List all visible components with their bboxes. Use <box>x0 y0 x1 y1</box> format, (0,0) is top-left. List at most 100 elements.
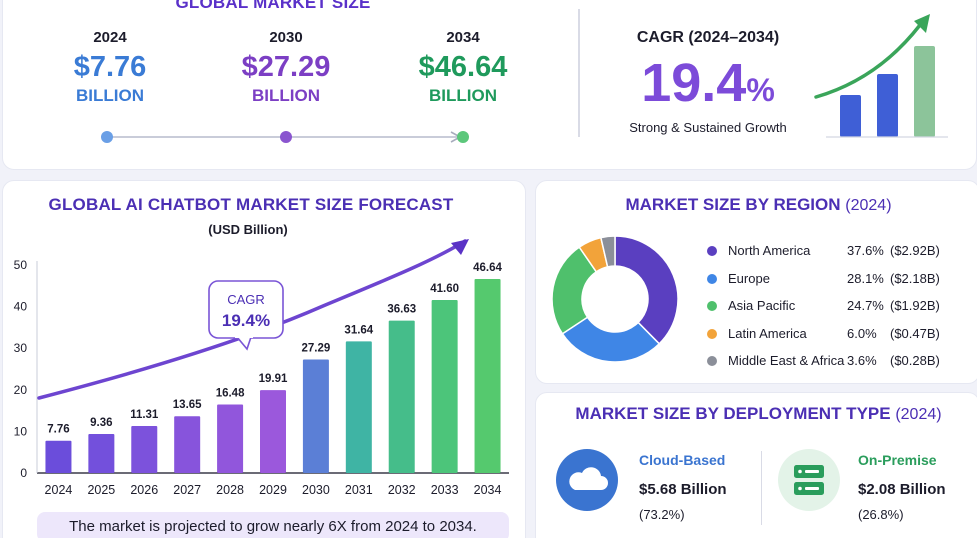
bar-value-label: 19.91 <box>259 373 288 385</box>
legend-dot <box>707 273 717 284</box>
timeline-dot-2030 <box>280 131 292 143</box>
legend-pct: 6.0% <box>847 325 877 341</box>
legend-name: Asia Pacific <box>728 298 796 313</box>
bar-value-label: 9.36 <box>90 417 112 429</box>
onprem-label: On-Premise <box>858 452 937 468</box>
market-point-2034: 2034 $46.64 BILLION <box>393 29 533 106</box>
region-donut-chart <box>551 235 679 363</box>
deployment-title: MARKET SIZE BY DEPLOYMENT TYPE (2024) <box>536 404 977 424</box>
legend-dot <box>707 356 717 366</box>
market-point-2030: 2030 $27.29 BILLION <box>216 29 356 106</box>
callout-value: 19.4% <box>222 311 270 330</box>
legend-amount: ($2.18B) <box>890 270 940 286</box>
legend-name: North America <box>728 243 811 258</box>
market-value: $7.76 <box>73 51 147 83</box>
y-tick-label: 40 <box>14 300 28 314</box>
deployment-divider <box>761 451 762 525</box>
market-value: $46.64 <box>418 51 508 83</box>
growth-arrow-head-icon <box>914 14 930 33</box>
onprem-pct: (26.8%) <box>858 507 904 522</box>
x-tick-label: 2032 <box>388 483 416 497</box>
bar-value-label: 16.48 <box>216 387 245 399</box>
legend-name: Latin America <box>728 325 807 341</box>
market-unit: BILLION <box>76 86 144 105</box>
bar-2030 <box>302 359 329 473</box>
bar-2031 <box>345 341 372 473</box>
bar-2026 <box>131 425 158 473</box>
y-tick-label: 20 <box>14 383 28 397</box>
bar-2034 <box>474 278 501 473</box>
market-year: 2030 <box>269 29 303 46</box>
x-tick-label: 2025 <box>87 483 115 497</box>
global-market-title: GLOBAL MARKET SIZE <box>175 0 371 12</box>
legend-amount: ($0.47B) <box>890 325 940 341</box>
bar-value-label: 27.29 <box>302 342 331 354</box>
bar-value-label: 31.64 <box>344 324 373 336</box>
donut-slice-north-america <box>614 235 679 345</box>
cagr-subtitle: Strong & Sustained Growth <box>629 120 787 135</box>
legend-dot <box>707 301 717 311</box>
bar-value-label: 46.64 <box>473 262 502 274</box>
cagr-percent-sign: % <box>746 72 775 108</box>
legend-pct: 24.7% <box>847 298 884 313</box>
market-unit: BILLION <box>429 86 497 105</box>
legend-pct: 3.6% <box>847 353 877 368</box>
bar-2028 <box>217 404 244 473</box>
bar-value-label: 36.63 <box>387 304 416 316</box>
legend-name: Europe <box>728 270 770 286</box>
x-tick-label: 2030 <box>302 483 330 497</box>
deployment-year: (2024) <box>895 406 942 423</box>
region-title: MARKET SIZE BY REGION (2024) <box>556 195 961 215</box>
forecast-card: GLOBAL AI CHATBOT MARKET SIZE FORECAST (… <box>2 180 526 538</box>
forecast-subtitle: (USD Billion) <box>208 222 288 237</box>
top-divider <box>578 9 580 137</box>
bar-2027 <box>174 416 201 473</box>
legend-item: Middle East & Africa 3.6% ($0.28B) <box>707 347 977 375</box>
bar-2029 <box>260 390 286 473</box>
market-year: 2024 <box>93 29 127 46</box>
cagr-value: 19.4% <box>603 53 813 120</box>
timeline-dot-2034 <box>457 131 469 143</box>
y-tick-label: 50 <box>14 258 28 272</box>
legend-item: Europe 28.1% ($2.18B) <box>707 265 977 293</box>
region-year: (2024) <box>845 197 892 214</box>
bar-2032 <box>388 320 415 473</box>
callout-pointer <box>235 336 253 351</box>
trend-arrow-head-icon <box>451 239 469 255</box>
mini-bar <box>914 46 935 137</box>
legend-dot <box>707 328 717 339</box>
bar-2025 <box>88 434 115 473</box>
region-card: MARKET SIZE BY REGION (2024) North Ameri… <box>535 180 977 384</box>
cloud-value: $5.68 Billion <box>639 481 727 498</box>
y-tick-label: 0 <box>20 466 27 480</box>
onprem-value: $2.08 Billion <box>858 481 946 498</box>
legend-pct: 28.1% <box>847 270 884 286</box>
cagr-callout: CAGR 19.4% <box>208 280 284 351</box>
market-unit: BILLION <box>252 86 320 105</box>
legend-amount: ($1.92B) <box>890 298 940 313</box>
x-tick-label: 2028 <box>216 483 244 497</box>
x-tick-label: 2031 <box>345 483 373 497</box>
legend-item: Asia Pacific 24.7% ($1.92B) <box>707 292 977 320</box>
timeline-dot-2024 <box>101 131 113 143</box>
bar-2024 <box>45 440 72 473</box>
cloud-label: Cloud-Based <box>639 452 726 468</box>
x-tick-label: 2024 <box>45 483 73 497</box>
legend-item: Latin America 6.0% ($0.47B) <box>707 320 977 348</box>
mini-bar <box>840 95 861 137</box>
server-icon <box>778 449 840 511</box>
y-tick-label: 30 <box>14 341 28 355</box>
legend-dot <box>707 246 717 256</box>
deployment-card: MARKET SIZE BY DEPLOYMENT TYPE (2024) Cl… <box>535 392 977 538</box>
bar-value-label: 13.65 <box>173 399 202 411</box>
x-tick-label: 2026 <box>130 483 158 497</box>
mini-bar <box>877 74 898 137</box>
cagr-number: 19.4 <box>641 53 747 113</box>
market-year: 2034 <box>446 29 480 46</box>
x-tick-label: 2029 <box>259 483 287 497</box>
x-tick-label: 2033 <box>431 483 459 497</box>
deployment-title-text: MARKET SIZE BY DEPLOYMENT TYPE <box>575 404 891 423</box>
legend-item: North America 37.6% ($2.92B) <box>707 237 977 265</box>
legend-amount: ($0.28B) <box>890 353 940 368</box>
cloud-pct: (73.2%) <box>639 507 685 522</box>
